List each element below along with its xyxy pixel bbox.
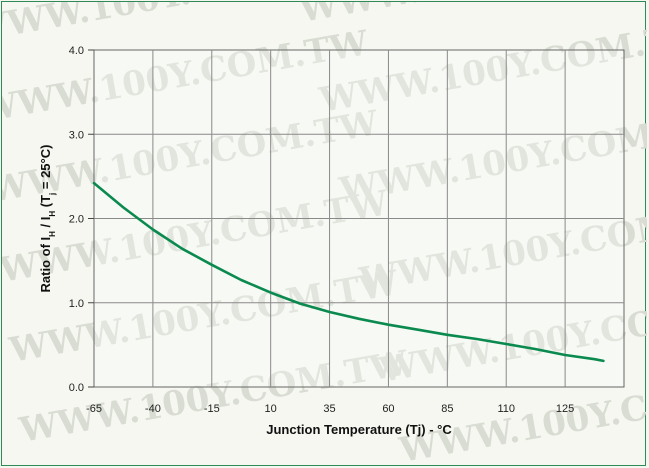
x-axis-label: Junction Temperature (Tj) - °C: [266, 422, 452, 437]
series-line: [92, 181, 605, 363]
y-axis-label-sub-h1: H: [48, 231, 57, 237]
x-tick-label: 110: [497, 403, 515, 415]
y-axis-label: Ratio of IH / IH (Tj = 25°C): [38, 145, 57, 293]
y-tick-label: 3.0: [69, 129, 84, 141]
x-tick-label: 60: [382, 403, 394, 415]
y-axis-label-sub-j: j: [48, 193, 57, 196]
y-tick-label: 0.0: [69, 382, 84, 394]
x-tick-label: -40: [145, 403, 161, 415]
y-axis-label-paren: (T: [38, 195, 53, 211]
y-tick-label: 2.0: [69, 214, 84, 226]
y-tick-label: 1.0: [69, 298, 84, 310]
y-axis-label-suffix: = 25°C): [38, 145, 53, 193]
x-tick-label: 125: [556, 403, 574, 415]
grid-lines: [88, 49, 624, 388]
x-tick-label: 85: [441, 403, 453, 415]
y-tick-label: 4.0: [69, 45, 84, 57]
y-axis-label-sub-h2: H: [48, 211, 57, 217]
x-tick-label: -65: [86, 403, 102, 415]
x-tick-labels: -65 -40 -15 10 35 60 85 110 125: [86, 403, 574, 415]
x-tick-label: 35: [323, 403, 335, 415]
x-tick-label: 10: [265, 403, 277, 415]
x-tick-label: -15: [204, 403, 220, 415]
y-tick-labels: 0.0 1.0 2.0 3.0 4.0: [69, 45, 84, 394]
y-axis-label-mid: / I: [38, 217, 53, 231]
y-axis-label-prefix: Ratio of I: [38, 237, 53, 293]
